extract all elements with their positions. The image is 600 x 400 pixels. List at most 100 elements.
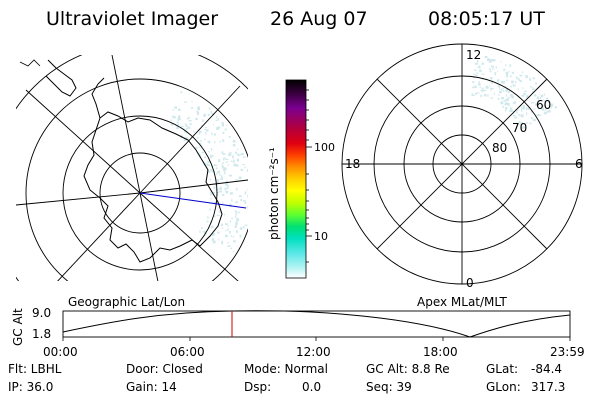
aurora-pixel xyxy=(472,81,475,84)
aurora-pixel xyxy=(505,108,507,112)
aurora-pixel xyxy=(177,123,179,126)
aurora-pixel xyxy=(217,126,221,129)
aurora-pixel xyxy=(244,191,247,195)
aurora-pixel xyxy=(232,144,236,147)
aurora-pixel xyxy=(491,81,493,84)
aurora-pixel xyxy=(204,138,206,140)
aurora-pixel xyxy=(199,130,202,134)
aurora-pixel xyxy=(242,156,246,158)
aurora-pixel xyxy=(203,230,206,234)
altitude-xtick: 23:59 xyxy=(550,345,585,359)
aurora-pixel xyxy=(211,155,214,157)
aurora-pixel xyxy=(493,59,496,62)
aurora-pixel xyxy=(213,164,216,166)
aurora-pixel xyxy=(521,108,523,111)
aurora-pixel xyxy=(215,119,218,122)
aurora-pixel xyxy=(517,88,519,91)
south-america-coastline xyxy=(45,59,77,97)
gc-alt-status: GC Alt: 8.8 Re xyxy=(366,362,450,376)
altitude-ylabel: GC Alt xyxy=(11,308,25,346)
aurora-pixel xyxy=(505,71,509,74)
aurora-pixel xyxy=(210,225,214,229)
aurora-pixel xyxy=(236,153,239,155)
aurora-pixel xyxy=(546,97,549,100)
aurora-pixel xyxy=(182,128,185,130)
altitude-plot-frame xyxy=(62,310,571,338)
geo-lat-circle xyxy=(99,152,181,234)
aurora-pixel xyxy=(229,152,232,154)
aurora-pixel xyxy=(222,162,224,164)
aurora-pixel xyxy=(518,113,521,116)
aurora-pixel xyxy=(210,192,213,195)
aurora-pixel xyxy=(524,90,527,92)
aurora-pixel xyxy=(176,128,178,130)
aurora-pixel xyxy=(544,108,547,111)
aurora-pixel xyxy=(225,158,229,161)
aurora-pixel xyxy=(503,68,506,71)
aurora-pixel xyxy=(479,86,481,89)
aurora-pixel xyxy=(473,94,475,97)
aurora-pixel xyxy=(198,152,200,156)
aurora-pixel xyxy=(215,116,218,119)
aurora-pixel xyxy=(481,87,484,89)
aurora-pixel xyxy=(221,240,224,243)
aurora-pixel xyxy=(549,105,552,107)
geo-lon-line xyxy=(111,55,141,194)
gain-status: Gain: 14 xyxy=(126,380,177,394)
aurora-pixel xyxy=(227,164,229,166)
aurora-pixel xyxy=(196,137,199,139)
aurora-pixel xyxy=(214,164,218,167)
aurora-pixel xyxy=(225,234,228,238)
colorbar-tick-100: 100 xyxy=(314,141,335,154)
aurora-pixel xyxy=(225,161,229,163)
aurora-pixel xyxy=(225,183,228,186)
aurora-pixel xyxy=(191,101,193,103)
aurora-pixel xyxy=(521,126,524,129)
aurora-pixel xyxy=(225,187,229,190)
aurora-pixel xyxy=(178,115,181,118)
aurora-pixel xyxy=(530,110,532,113)
aurora-pixel xyxy=(505,76,509,78)
aurora-pixel xyxy=(546,111,549,113)
aurora-pixel xyxy=(526,95,529,98)
aurora-pixel xyxy=(239,227,243,230)
mlat-label-60: 60 xyxy=(536,98,551,112)
aurora-pixel xyxy=(236,218,240,222)
aurora-pixel xyxy=(239,234,242,238)
aurora-pixel xyxy=(537,96,540,99)
geo-lat-circle xyxy=(25,78,248,281)
aurora-pixel xyxy=(542,105,545,107)
aurora-pixel xyxy=(173,116,176,119)
aurora-pixel xyxy=(221,164,223,167)
aurora-pixel xyxy=(507,103,510,106)
aurora-pixel xyxy=(201,227,203,229)
aurora-pixel xyxy=(475,74,478,77)
aurora-pixel xyxy=(506,73,508,76)
aurora-pixel xyxy=(474,69,477,71)
aurora-pixel xyxy=(205,132,207,135)
aurora-pixel xyxy=(231,217,234,219)
aurora-pixel xyxy=(246,205,248,209)
aurora-pixel xyxy=(497,97,500,100)
aurora-pixel xyxy=(527,107,530,110)
aurora-pixel xyxy=(479,65,481,68)
aurora-pixel xyxy=(223,157,225,161)
aurora-pixel xyxy=(507,96,510,99)
aurora-pixel xyxy=(522,87,524,89)
aurora-pixel xyxy=(247,169,248,172)
aurora-pixel xyxy=(516,109,520,111)
aurora-pixel xyxy=(224,157,226,160)
aurora-pixel xyxy=(188,120,192,122)
aurora-pixel xyxy=(516,111,518,114)
aurora-pixel xyxy=(511,71,515,74)
aurora-pixel xyxy=(519,123,522,126)
aurora-pixel xyxy=(196,111,199,113)
colorbar-unit-label: photon cm⁻²s⁻¹ xyxy=(267,147,281,240)
aurora-pixel xyxy=(533,87,535,90)
aurora-pixel xyxy=(227,245,231,247)
aurora-pixel xyxy=(521,109,523,112)
aurora-pixel xyxy=(229,231,231,234)
aurora-pixel xyxy=(210,191,212,193)
aurora-pixel xyxy=(494,72,497,76)
header-time: 08:05:17 UT xyxy=(428,8,545,30)
